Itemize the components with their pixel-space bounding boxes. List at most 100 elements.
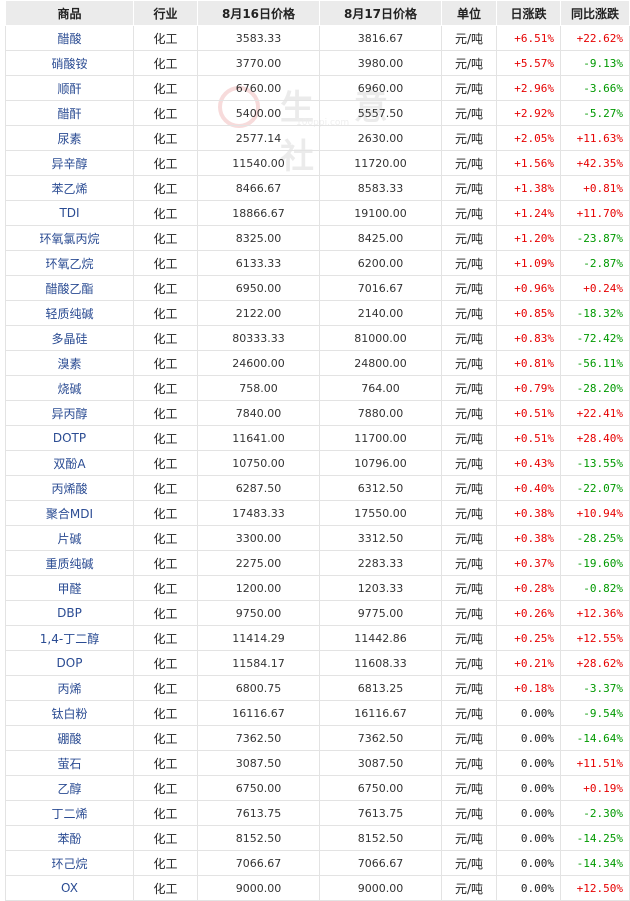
commodity-link[interactable]: DOTP [5,425,134,451]
table-body: 醋酸 化工 3583.33 3816.67 元/吨 +6.51% +22.62% 硝酸铵 化工 3… [5,25,630,901]
price-aug17-cell: 7880.00 [319,400,442,426]
industry-cell: 化工 [133,625,198,651]
industry-cell: 化工 [133,150,198,176]
yoy-change-cell: +28.40% [560,425,630,451]
commodity-link[interactable]: 尿素 [5,125,134,151]
industry-cell: 化工 [133,700,198,726]
yoy-change-cell: +10.94% [560,500,630,526]
unit-cell: 元/吨 [441,750,497,776]
price-aug16-cell: 8152.50 [197,825,320,851]
unit-cell: 元/吨 [441,300,497,326]
commodity-link[interactable]: 萤石 [5,750,134,776]
daily-change-cell: 0.00% [496,875,561,901]
industry-cell: 化工 [133,450,198,476]
yoy-change-cell: +12.36% [560,600,630,626]
yoy-change-cell: +42.35% [560,150,630,176]
industry-cell: 化工 [133,650,198,676]
commodity-link[interactable]: 钛白粉 [5,700,134,726]
commodity-link[interactable]: 苯乙烯 [5,175,134,201]
commodity-link[interactable]: 醋酸 [5,25,134,51]
price-aug17-cell: 24800.00 [319,350,442,376]
daily-change-cell: +1.38% [496,175,561,201]
daily-change-cell: +5.57% [496,50,561,76]
daily-change-cell: +0.28% [496,575,561,601]
table-row: 重质纯碱 化工 2275.00 2283.33 元/吨 +0.37% -19.60% [5,550,630,576]
commodity-link[interactable]: 轻质纯碱 [5,300,134,326]
commodity-link[interactable]: DBP [5,600,134,626]
commodity-link[interactable]: DOP [5,650,134,676]
yoy-change-cell: +0.24% [560,275,630,301]
table-row: 丙烯 化工 6800.75 6813.25 元/吨 +0.18% -3.37% [5,675,630,701]
daily-change-cell: +0.96% [496,275,561,301]
unit-cell: 元/吨 [441,400,497,426]
commodity-link[interactable]: 乙醇 [5,775,134,801]
price-aug17-cell: 1203.33 [319,575,442,601]
commodity-link[interactable]: 双酚A [5,450,134,476]
commodity-link[interactable]: 甲醛 [5,575,134,601]
commodity-link[interactable]: 丙烯 [5,675,134,701]
commodity-link[interactable]: 烧碱 [5,375,134,401]
daily-change-cell: 0.00% [496,800,561,826]
commodity-link[interactable]: 醋酐 [5,100,134,126]
commodity-link[interactable]: 醋酸乙酯 [5,275,134,301]
price-aug16-cell: 9000.00 [197,875,320,901]
commodity-link[interactable]: 丙烯酸 [5,475,134,501]
price-aug16-cell: 10750.00 [197,450,320,476]
yoy-change-cell: +11.70% [560,200,630,226]
price-aug16-cell: 2275.00 [197,550,320,576]
yoy-change-cell: -3.66% [560,75,630,101]
commodity-link[interactable]: 丁二烯 [5,800,134,826]
commodity-link[interactable]: 硝酸铵 [5,50,134,76]
price-aug16-cell: 11414.29 [197,625,320,651]
header-daily-change: 日涨跌 [496,0,561,26]
price-aug16-cell: 2577.14 [197,125,320,151]
commodity-link[interactable]: 硼酸 [5,725,134,751]
industry-cell: 化工 [133,575,198,601]
daily-change-cell: +0.85% [496,300,561,326]
table-row: 溴素 化工 24600.00 24800.00 元/吨 +0.81% -56.11% [5,350,630,376]
unit-cell: 元/吨 [441,150,497,176]
commodity-link[interactable]: 异辛醇 [5,150,134,176]
commodity-link[interactable]: 苯酚 [5,825,134,851]
commodity-link[interactable]: TDI [5,200,134,226]
unit-cell: 元/吨 [441,525,497,551]
commodity-link[interactable]: OX [5,875,134,901]
unit-cell: 元/吨 [441,350,497,376]
daily-change-cell: +0.38% [496,525,561,551]
price-aug16-cell: 3583.33 [197,25,320,51]
commodity-link[interactable]: 片碱 [5,525,134,551]
industry-cell: 化工 [133,850,198,876]
daily-change-cell: 0.00% [496,700,561,726]
commodity-link[interactable]: 聚合MDI [5,500,134,526]
commodity-link[interactable]: 环己烷 [5,850,134,876]
price-aug17-cell: 8425.00 [319,225,442,251]
commodity-link[interactable]: 异丙醇 [5,400,134,426]
unit-cell: 元/吨 [441,325,497,351]
commodity-link[interactable]: 顺酐 [5,75,134,101]
daily-change-cell: +0.21% [496,650,561,676]
commodity-link[interactable]: 多晶硅 [5,325,134,351]
unit-cell: 元/吨 [441,375,497,401]
table-row: 双酚A 化工 10750.00 10796.00 元/吨 +0.43% -13.55% [5,450,630,476]
industry-cell: 化工 [133,425,198,451]
unit-cell: 元/吨 [441,250,497,276]
price-aug17-cell: 3816.67 [319,25,442,51]
commodity-link[interactable]: 重质纯碱 [5,550,134,576]
yoy-change-cell: -3.37% [560,675,630,701]
price-aug16-cell: 9750.00 [197,600,320,626]
yoy-change-cell: -19.60% [560,550,630,576]
commodity-link[interactable]: 1,4-丁二醇 [5,625,134,651]
table-row: 丁二烯 化工 7613.75 7613.75 元/吨 0.00% -2.30% [5,800,630,826]
industry-cell: 化工 [133,550,198,576]
price-aug16-cell: 3087.50 [197,750,320,776]
yoy-change-cell: +28.62% [560,650,630,676]
price-aug17-cell: 11442.86 [319,625,442,651]
commodity-link[interactable]: 溴素 [5,350,134,376]
table-row: 萤石 化工 3087.50 3087.50 元/吨 0.00% +11.51% [5,750,630,776]
industry-cell: 化工 [133,125,198,151]
price-aug17-cell: 17550.00 [319,500,442,526]
commodity-link[interactable]: 环氧氯丙烷 [5,225,134,251]
commodity-link[interactable]: 环氧乙烷 [5,250,134,276]
daily-change-cell: +0.37% [496,550,561,576]
industry-cell: 化工 [133,525,198,551]
